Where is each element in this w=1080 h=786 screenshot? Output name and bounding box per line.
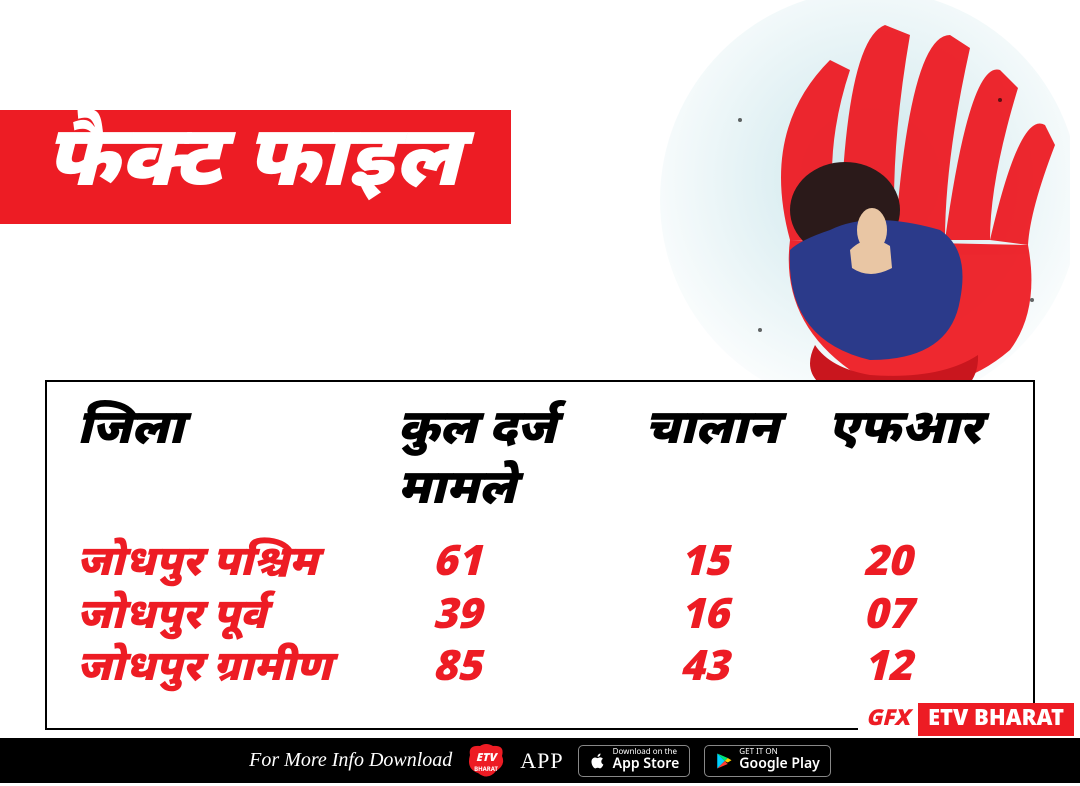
play-big: Google Play — [739, 757, 820, 772]
cell-fr: 07 — [828, 593, 993, 646]
table-row: जोधपुर पूर्व 39 16 07 — [77, 593, 993, 646]
fact-table: जिला कुल दर्ज मामले चालान एफआर जोधपुर पश… — [45, 380, 1035, 730]
cell-fr: 20 — [828, 540, 993, 593]
cell-district: जोधपुर पूर्व — [77, 593, 398, 646]
svg-text:BHARAT: BHARAT — [474, 767, 498, 774]
cell-chalan: 43 — [645, 645, 828, 698]
cell-chalan: 16 — [645, 593, 828, 646]
brand-badges: GFX ETV BHARAT — [858, 703, 1074, 736]
google-play-icon — [715, 752, 733, 770]
cell-cases: 61 — [398, 540, 645, 593]
cell-cases: 39 — [398, 593, 645, 646]
col-header: जिला — [77, 392, 398, 480]
col-header: कुल दर्ज मामले — [398, 392, 645, 540]
cell-district: जोधपुर पश्चिम — [77, 540, 398, 593]
appstore-big: App Store — [613, 757, 680, 772]
cell-chalan: 15 — [645, 540, 828, 593]
footer-lead: For More Info Download — [249, 749, 452, 772]
svg-text:ETV: ETV — [476, 752, 499, 766]
app-store-button[interactable]: Download on the App Store — [578, 745, 691, 777]
page-title: फैक्ट फाइल — [45, 120, 461, 209]
google-play-button[interactable]: GET IT ON Google Play — [704, 745, 831, 777]
etv-bharat-badge: ETV BHARAT — [918, 703, 1074, 736]
hand-illustration — [640, 0, 1070, 430]
table-header-row: जिला कुल दर्ज मामले चालान एफआर — [77, 392, 993, 540]
gfx-badge: GFX — [858, 703, 918, 736]
cell-district: जोधपुर ग्रामीण — [77, 645, 398, 698]
table-row: जोधपुर पश्चिम 61 15 20 — [77, 540, 993, 593]
cell-cases: 85 — [398, 645, 645, 698]
col-header: चालान — [645, 392, 828, 480]
footer-app-label: APP — [520, 748, 563, 774]
cell-fr: 12 — [828, 645, 993, 698]
col-header: एफआर — [828, 392, 993, 480]
etv-logo-icon: ETV BHARAT — [466, 743, 506, 779]
apple-icon — [589, 752, 607, 770]
title-bar: फैक्ट फाइल — [0, 110, 511, 224]
table-row: जोधपुर ग्रामीण 85 43 12 — [77, 645, 993, 698]
download-app-bar: For More Info Download ETV BHARAT APP Do… — [0, 738, 1080, 783]
